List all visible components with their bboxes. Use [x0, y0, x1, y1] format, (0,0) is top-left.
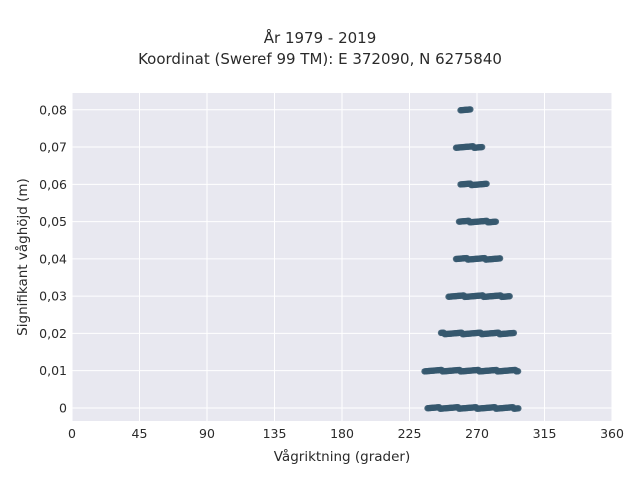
x-tick-label: 135: [263, 426, 287, 441]
x-tick-label: 90: [199, 426, 215, 441]
data-point: [483, 180, 490, 187]
data-point: [506, 293, 513, 300]
y-tick-label: 0,03: [39, 289, 67, 304]
data-points: [421, 106, 522, 412]
x-tick-label: 270: [465, 426, 489, 441]
data-point: [496, 255, 504, 262]
chart-title-line-1: År 1979 - 2019: [263, 29, 377, 47]
data-point: [492, 218, 500, 225]
y-tick-label: 0,01: [39, 363, 67, 378]
x-axis-label: Vågriktning (grader): [274, 448, 411, 465]
chart-title: År 1979 - 2019 Koordinat (Sweref 99 TM):…: [0, 28, 640, 70]
data-point: [478, 143, 486, 151]
x-tick-label: 0: [68, 426, 76, 441]
x-tick-label: 225: [398, 426, 422, 441]
data-point: [510, 329, 518, 337]
data-point: [514, 368, 522, 375]
x-tick-label: 315: [533, 426, 557, 441]
x-tick-label: 180: [330, 426, 354, 441]
y-tick-label: 0: [59, 400, 67, 415]
data-point: [515, 405, 522, 412]
y-tick-label: 0,06: [39, 177, 67, 192]
y-tick-label: 0,05: [39, 214, 67, 229]
y-tick-label: 0,07: [39, 140, 67, 155]
data-point: [467, 106, 474, 113]
x-tick-label: 45: [132, 426, 148, 441]
y-tick-label: 0,04: [39, 251, 67, 266]
x-tick-label: 360: [600, 426, 624, 441]
y-tick-label: 0,08: [39, 102, 67, 117]
y-tick-label: 0,02: [39, 326, 67, 341]
chart-title-line-2: Koordinat (Sweref 99 TM): E 372090, N 62…: [138, 50, 502, 68]
y-axis-label: Signifikant våghöjd (m): [14, 178, 31, 336]
